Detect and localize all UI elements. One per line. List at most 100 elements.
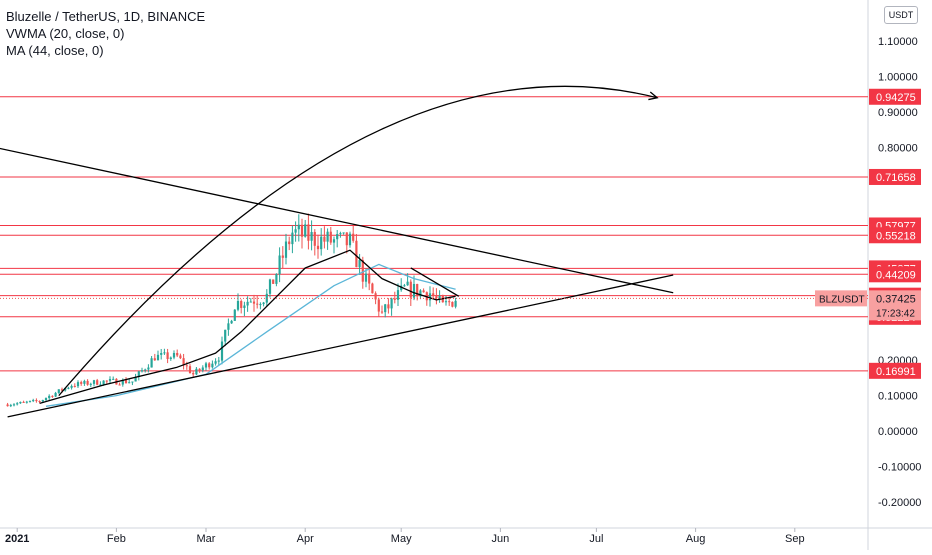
candle[interactable] <box>326 228 329 250</box>
candle[interactable] <box>195 367 198 376</box>
candle[interactable] <box>268 278 272 298</box>
candle[interactable] <box>211 360 214 369</box>
candle[interactable] <box>6 402 9 407</box>
candle[interactable] <box>416 283 419 301</box>
candle[interactable] <box>428 286 432 307</box>
candle[interactable] <box>329 226 332 245</box>
candle[interactable] <box>169 356 172 361</box>
candle[interactable] <box>339 231 342 238</box>
candle[interactable] <box>291 225 294 254</box>
candle[interactable] <box>412 275 416 301</box>
candle[interactable] <box>124 377 128 384</box>
candle[interactable] <box>272 279 275 284</box>
candle[interactable] <box>294 221 297 242</box>
candle[interactable] <box>179 353 182 360</box>
candle[interactable] <box>28 400 32 403</box>
candle[interactable] <box>342 232 345 235</box>
candle[interactable] <box>22 400 25 403</box>
candle[interactable] <box>448 298 451 306</box>
candle[interactable] <box>400 278 403 292</box>
candle[interactable] <box>89 382 92 388</box>
candle[interactable] <box>236 293 240 312</box>
candle[interactable] <box>240 299 243 314</box>
candle[interactable] <box>25 400 28 404</box>
candle[interactable] <box>278 247 281 283</box>
candle[interactable] <box>320 228 323 256</box>
candle[interactable] <box>156 350 160 361</box>
candle[interactable] <box>451 301 454 308</box>
candle[interactable] <box>316 234 320 259</box>
candle[interactable] <box>153 353 156 361</box>
candle[interactable] <box>41 399 44 403</box>
candle[interactable] <box>96 378 99 386</box>
candle[interactable] <box>371 282 374 294</box>
candle[interactable] <box>256 295 259 309</box>
candle[interactable] <box>150 356 153 368</box>
candle[interactable] <box>432 287 435 300</box>
candle[interactable] <box>67 386 70 390</box>
candle[interactable] <box>118 382 121 386</box>
candle[interactable] <box>403 283 406 287</box>
candle[interactable] <box>188 363 192 374</box>
candle[interactable] <box>252 294 256 312</box>
candle[interactable] <box>307 213 310 250</box>
candle[interactable] <box>19 401 22 404</box>
candle[interactable] <box>304 219 307 238</box>
candle[interactable] <box>393 291 396 304</box>
candle[interactable] <box>112 376 115 380</box>
candle[interactable] <box>262 301 265 307</box>
candle[interactable] <box>70 384 73 390</box>
candle[interactable] <box>409 279 412 306</box>
candle[interactable] <box>57 389 60 394</box>
candle[interactable] <box>249 298 252 303</box>
candle[interactable] <box>281 246 284 269</box>
candle[interactable] <box>313 229 316 256</box>
candle[interactable] <box>435 288 438 305</box>
candle[interactable] <box>387 298 390 314</box>
candle[interactable] <box>406 273 409 286</box>
candle[interactable] <box>108 376 112 384</box>
candle[interactable] <box>230 319 233 324</box>
candle[interactable] <box>54 391 57 398</box>
candle[interactable] <box>259 302 262 310</box>
candle[interactable] <box>233 309 236 321</box>
candle[interactable] <box>73 383 76 388</box>
candle[interactable] <box>172 350 176 360</box>
candle[interactable] <box>131 381 134 386</box>
candle[interactable] <box>99 381 102 386</box>
candle[interactable] <box>166 348 169 364</box>
candle[interactable] <box>12 403 16 407</box>
candle[interactable] <box>208 362 211 370</box>
candle[interactable] <box>377 297 380 317</box>
candle[interactable] <box>336 229 339 248</box>
candle[interactable] <box>358 253 361 275</box>
candle[interactable] <box>374 291 377 305</box>
candle[interactable] <box>368 267 371 291</box>
candle[interactable] <box>163 348 166 355</box>
candle[interactable] <box>384 303 387 318</box>
candle[interactable] <box>380 305 384 314</box>
candle[interactable] <box>51 395 54 398</box>
candle[interactable] <box>422 288 425 293</box>
candle[interactable] <box>332 236 336 254</box>
candle[interactable] <box>438 290 441 303</box>
candle[interactable] <box>128 379 131 384</box>
candle[interactable] <box>105 380 108 384</box>
candle[interactable] <box>201 365 204 373</box>
candle[interactable] <box>86 379 89 386</box>
candle[interactable] <box>38 400 41 404</box>
candle[interactable] <box>288 236 291 251</box>
candle[interactable] <box>227 318 230 336</box>
candle[interactable] <box>92 379 96 387</box>
candle[interactable] <box>396 283 400 307</box>
candle[interactable] <box>48 394 51 400</box>
candle[interactable] <box>182 353 185 370</box>
candle[interactable] <box>80 380 83 386</box>
candle[interactable] <box>35 398 38 403</box>
candle[interactable] <box>176 349 179 358</box>
candle[interactable] <box>284 233 288 265</box>
candle[interactable] <box>243 301 246 317</box>
candle[interactable] <box>224 329 227 347</box>
candle[interactable] <box>355 233 358 268</box>
